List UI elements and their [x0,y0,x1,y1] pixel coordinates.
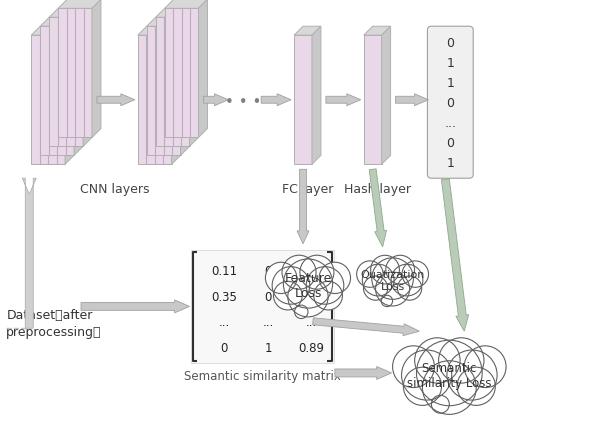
Polygon shape [313,318,419,336]
Circle shape [381,296,393,307]
Polygon shape [441,179,468,331]
Polygon shape [165,9,199,138]
Polygon shape [297,170,309,244]
Text: Semantic similarity matrix: Semantic similarity matrix [184,369,341,382]
Polygon shape [83,9,92,147]
Text: ...: ... [306,315,317,328]
Polygon shape [204,95,228,106]
Circle shape [376,272,410,306]
Polygon shape [181,18,190,156]
Circle shape [391,265,423,296]
Polygon shape [199,0,207,138]
Polygon shape [92,0,101,138]
Polygon shape [58,0,101,9]
Text: 0
1
1
0
...
0
1: 0 1 1 0 ... 0 1 [444,37,456,169]
FancyBboxPatch shape [190,250,334,363]
Polygon shape [138,27,181,36]
Text: 0: 0 [221,341,228,354]
Circle shape [402,261,428,288]
Circle shape [422,361,476,414]
Circle shape [431,395,449,413]
Circle shape [402,350,451,400]
Polygon shape [40,27,74,156]
Text: 0.75: 0.75 [299,265,325,278]
Polygon shape [147,18,190,27]
Text: Quatization
Loss: Quatization Loss [361,270,425,291]
Circle shape [288,277,328,317]
Polygon shape [58,9,92,138]
Circle shape [300,256,334,290]
Polygon shape [335,367,391,380]
Text: Semantic
similarity Loss: Semantic similarity Loss [407,361,491,389]
Circle shape [371,256,399,284]
Circle shape [457,367,495,406]
FancyBboxPatch shape [427,27,473,179]
Text: 0: 0 [264,290,271,303]
Polygon shape [74,18,83,156]
Circle shape [372,258,413,299]
Polygon shape [32,36,65,165]
Text: Dataset（after
preprocessing）: Dataset（after preprocessing） [7,309,102,339]
Polygon shape [147,27,181,156]
Polygon shape [156,9,199,18]
Polygon shape [49,9,92,18]
Circle shape [398,276,422,300]
Circle shape [314,282,342,310]
Polygon shape [22,179,36,328]
Circle shape [415,338,460,383]
Text: 0.89: 0.89 [299,341,325,354]
Text: • • •: • • • [225,95,261,110]
Polygon shape [382,27,391,165]
Polygon shape [97,95,135,106]
Circle shape [386,256,415,284]
Polygon shape [49,18,83,147]
Polygon shape [32,27,74,36]
Text: Feature
Loss: Feature Loss [284,272,331,300]
Circle shape [272,267,310,305]
Polygon shape [364,36,382,165]
Polygon shape [40,18,83,27]
Polygon shape [165,0,207,9]
Circle shape [273,282,302,310]
Text: ...: ... [262,315,273,328]
Polygon shape [312,27,321,165]
Text: Hash layer: Hash layer [344,183,411,196]
Polygon shape [396,95,428,106]
Circle shape [282,256,316,290]
Circle shape [306,267,344,305]
Polygon shape [326,95,361,106]
Polygon shape [261,95,291,106]
Polygon shape [171,27,181,165]
Circle shape [416,340,482,406]
Circle shape [364,276,388,300]
Circle shape [319,262,350,294]
Circle shape [393,346,435,388]
Text: 0.35: 0.35 [211,290,238,303]
Polygon shape [156,18,190,147]
Circle shape [265,262,297,294]
Circle shape [447,350,497,400]
Circle shape [295,305,308,319]
Text: 0: 0 [264,265,271,278]
Circle shape [464,346,506,388]
Text: ...: ... [219,315,230,328]
Polygon shape [65,27,74,165]
Polygon shape [190,9,199,147]
Circle shape [404,367,442,406]
Polygon shape [369,170,387,247]
Polygon shape [364,27,391,36]
Circle shape [362,265,394,296]
Text: CNN layers: CNN layers [80,183,150,196]
Polygon shape [294,36,312,165]
Polygon shape [81,300,190,313]
Circle shape [439,338,484,383]
Text: FC layer: FC layer [282,183,333,196]
Circle shape [284,259,333,308]
Circle shape [357,261,383,288]
Polygon shape [294,27,321,36]
Text: 1: 1 [264,341,271,354]
Text: 0.11: 0.11 [211,265,238,278]
Text: 0.69: 0.69 [299,290,325,303]
Polygon shape [138,36,171,165]
